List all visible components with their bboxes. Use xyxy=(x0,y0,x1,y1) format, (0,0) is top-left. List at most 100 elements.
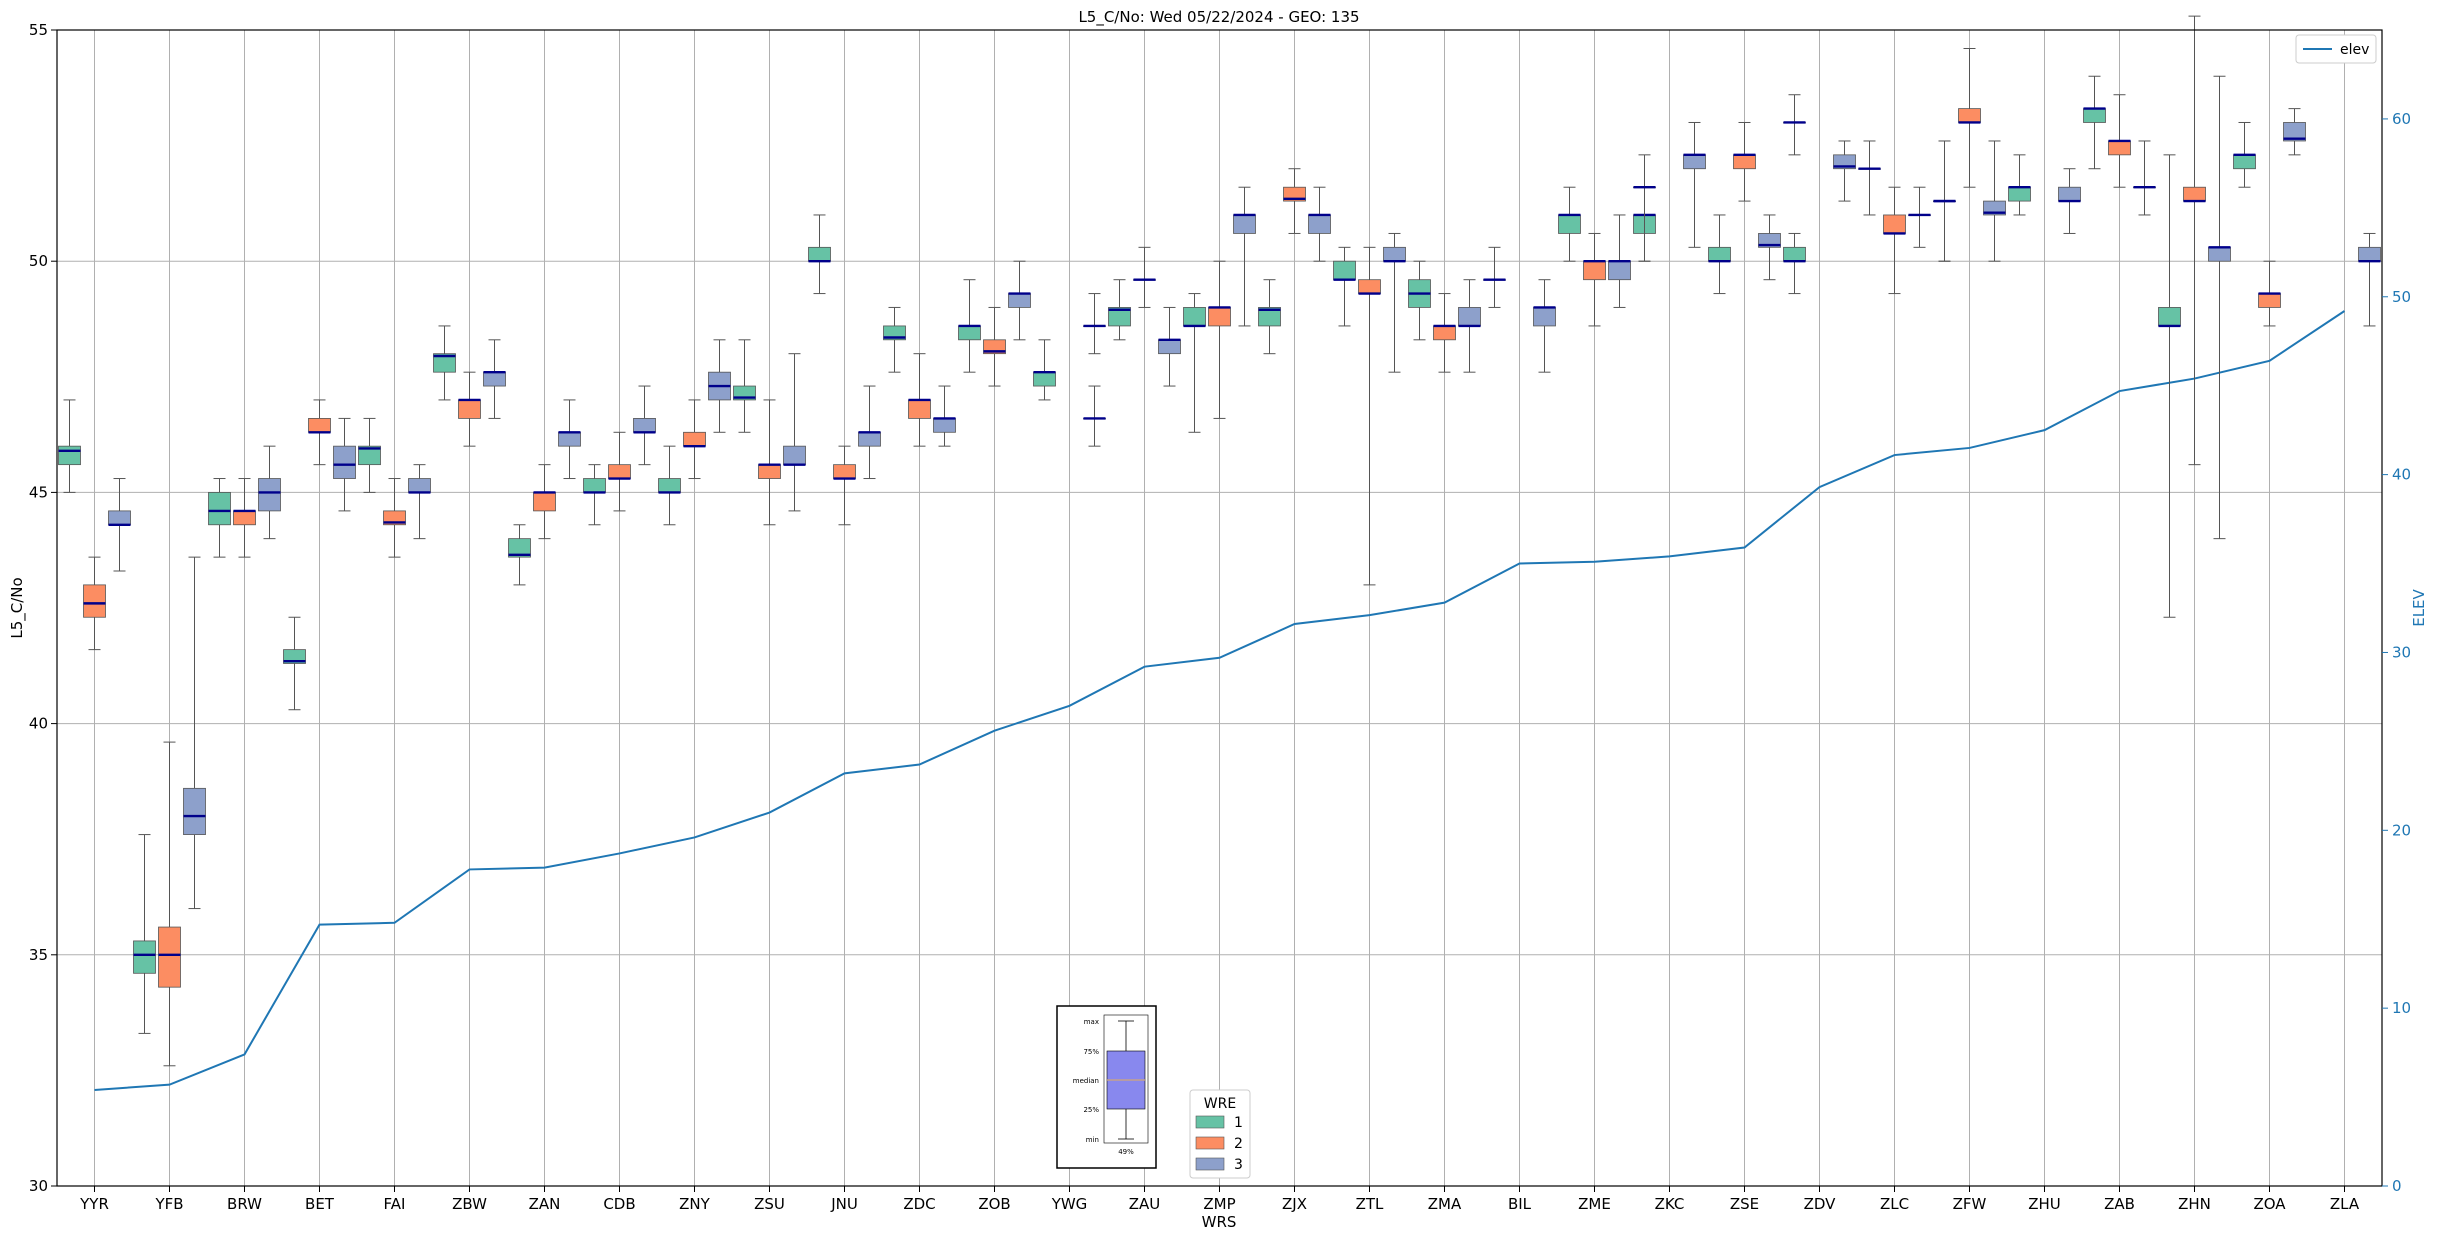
wre-legend-label-2: 2 xyxy=(1234,1136,1243,1152)
box-iqr xyxy=(1533,307,1556,327)
box-iqr xyxy=(2058,186,2081,202)
box-iqr xyxy=(508,538,531,558)
box-ZSU xyxy=(783,353,806,512)
x-tick-label: ZAU xyxy=(1129,1195,1161,1213)
box-ZOA xyxy=(2233,121,2256,188)
box-FAI xyxy=(408,464,431,540)
box-iqr xyxy=(458,399,481,419)
box-ZSE xyxy=(1708,214,1731,295)
box-ZLA xyxy=(2358,232,2381,327)
chart-title: L5_C/No: Wed 05/22/2024 - GEO: 135 xyxy=(1078,8,1359,27)
box-ZMP xyxy=(1208,260,1231,419)
x-tick-label: BRW xyxy=(227,1195,262,1213)
box-iqr xyxy=(1608,260,1631,281)
box-iqr xyxy=(2283,122,2306,142)
box-iqr xyxy=(2258,293,2281,308)
box-iqr xyxy=(1208,307,1231,327)
inset-label-q1: 25% xyxy=(1083,1106,1099,1114)
box-ZBW xyxy=(433,325,456,401)
x-axis-title: WRS xyxy=(1202,1213,1237,1231)
box-iqr xyxy=(1108,307,1131,327)
wre-legend-swatch-3 xyxy=(1195,1157,1225,1171)
box-iqr xyxy=(958,325,981,341)
box-ZHU xyxy=(2008,154,2031,216)
y-tick-label: 55 xyxy=(29,21,48,39)
box-ZAB xyxy=(2108,94,2131,188)
elev-legend-frame xyxy=(2295,34,2377,64)
wre-legend-frame xyxy=(1189,1089,1251,1179)
box-iqr xyxy=(1233,214,1256,234)
box-ZHN xyxy=(2183,15,2206,466)
y-tick-label: 30 xyxy=(29,1177,48,1195)
box-iqr xyxy=(308,418,331,433)
x-tick-label: ZMP xyxy=(1203,1195,1235,1213)
box-ZMA xyxy=(1458,279,1481,373)
y2-tick-label: 0 xyxy=(2392,1177,2402,1195)
box-iqr xyxy=(1883,214,1906,234)
y-tick-label: 40 xyxy=(29,715,48,733)
box-YYR xyxy=(58,399,81,493)
box-ZJX xyxy=(1283,168,1306,234)
box-BIL xyxy=(1483,246,1506,308)
y2-tick-label: 60 xyxy=(2392,110,2411,128)
box-iqr xyxy=(1583,260,1606,281)
box-ZMP xyxy=(1233,186,1256,327)
box-ZKC xyxy=(1633,154,1656,262)
box-ZME xyxy=(1583,232,1606,327)
axis-layer: 30 35 40 45 50 55 0 10 20 30 40 50 60 YYR YFB BRW BET FAI… xyxy=(29,21,2411,1213)
box-iqr xyxy=(2083,108,2106,123)
boxplot-key-inset: max 75% median 25% min 49% xyxy=(1056,1005,1157,1169)
box-ZFW xyxy=(1933,140,1956,262)
box-ZAU xyxy=(1158,306,1181,387)
box-ZTL xyxy=(1333,246,1356,327)
x-tick-label: YWG xyxy=(1051,1195,1088,1213)
x-tick-label: ZAB xyxy=(2104,1195,2135,1213)
x-tick-label: ZJX xyxy=(1282,1195,1307,1213)
box-iqr xyxy=(1333,260,1356,281)
x-tick-label: ZHU xyxy=(2028,1195,2061,1213)
box-ZNY xyxy=(683,399,706,480)
elev-line xyxy=(94,310,2346,1091)
box-iqr xyxy=(1383,246,1406,262)
box-iqr xyxy=(2233,154,2256,170)
x-tick-label: ZFW xyxy=(1953,1195,1987,1213)
box-ZDC xyxy=(933,385,956,447)
x-tick-label: ZAN xyxy=(529,1195,561,1213)
x-tick-label: ZME xyxy=(1578,1195,1611,1213)
box-ZMP xyxy=(1183,293,1206,433)
inset-label-q3: 75% xyxy=(1083,1048,1099,1056)
x-tick-label: ZDV xyxy=(1804,1195,1837,1213)
box-iqr xyxy=(133,940,156,974)
box-iqr xyxy=(1158,339,1181,355)
y-tick-label: 35 xyxy=(29,946,48,964)
x-tick-label: ZTL xyxy=(1356,1195,1384,1213)
x-tick-label: ZDC xyxy=(903,1195,935,1213)
box-ZOB xyxy=(983,306,1006,387)
box-YFB xyxy=(133,834,156,1034)
box-iqr xyxy=(933,418,956,433)
box-ZSE xyxy=(1758,214,1781,281)
box-iqr xyxy=(1008,293,1031,308)
box-YYR xyxy=(108,478,131,572)
box-ZAU xyxy=(1133,246,1156,308)
box-iqr xyxy=(683,431,706,447)
wre-legend-label-3: 3 xyxy=(1234,1157,1243,1173)
x-tick-label: ZLC xyxy=(1880,1195,1909,1213)
box-ZOB xyxy=(958,279,981,373)
box-ZNY xyxy=(708,339,731,433)
box-ZMA xyxy=(1433,293,1456,373)
box-ZAN xyxy=(558,399,581,480)
box-iqr xyxy=(258,478,281,512)
y-tick-label: 45 xyxy=(29,483,48,501)
box-ZBW xyxy=(483,339,506,419)
box-ZAN xyxy=(533,464,556,540)
box-iqr xyxy=(1258,307,1281,327)
box-ZJX xyxy=(1258,279,1281,355)
box-iqr xyxy=(1683,154,1706,170)
box-iqr xyxy=(658,478,681,493)
box-iqr xyxy=(783,445,806,466)
box-ZOA xyxy=(2283,108,2306,156)
y2-tick-label: 50 xyxy=(2392,288,2411,306)
elev-legend: elev xyxy=(2295,34,2377,64)
box-iqr xyxy=(2358,246,2381,262)
